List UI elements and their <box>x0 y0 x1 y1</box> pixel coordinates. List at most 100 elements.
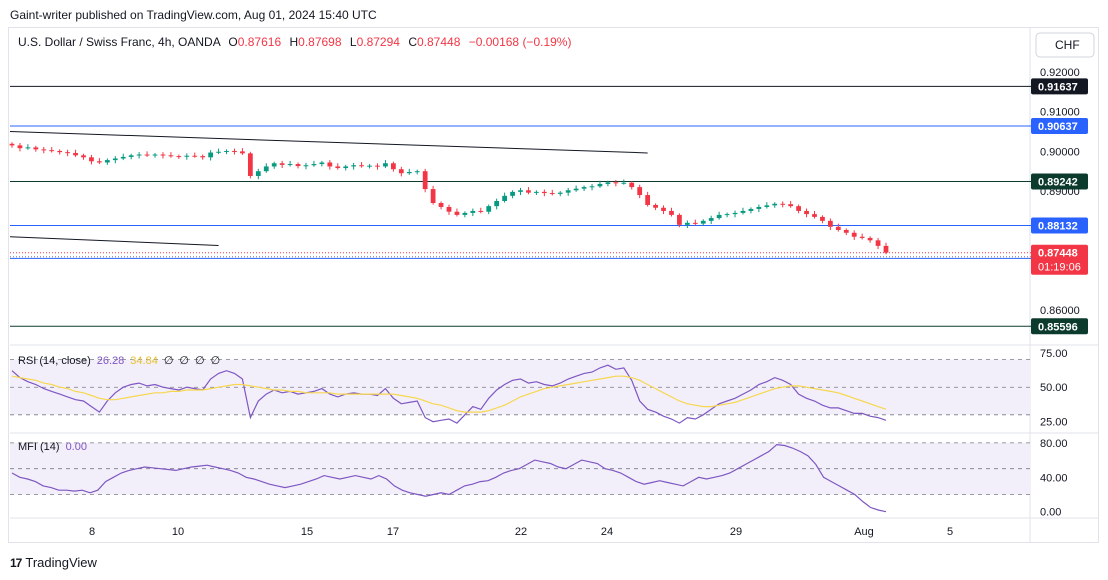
candle-body <box>184 155 190 157</box>
price-level-box <box>1031 217 1088 234</box>
rsi-value-label: ∅ <box>164 355 174 367</box>
candle-body <box>17 145 23 149</box>
candle-body <box>65 152 71 154</box>
low-label: L <box>350 35 357 49</box>
candle-body <box>732 212 738 215</box>
time-tick-label: 29 <box>730 526 742 538</box>
candle-body <box>502 195 508 201</box>
candle-body <box>9 143 15 146</box>
current-price-box <box>1031 244 1088 275</box>
candle-body <box>446 206 452 212</box>
candle-body <box>263 166 269 172</box>
close-label: C <box>408 35 417 49</box>
candle-body <box>327 162 333 167</box>
candle-body <box>383 163 388 167</box>
price-tick-label: 0.90000 <box>1040 146 1080 158</box>
candle-body <box>875 240 881 246</box>
price-tick-label: 0.91000 <box>1040 107 1080 119</box>
candle-body <box>589 186 595 188</box>
candle-body <box>152 154 158 156</box>
countdown-label: 01:19:06 <box>1038 262 1081 274</box>
open-value: 0.87616 <box>238 35 282 49</box>
time-tick-label: 10 <box>172 526 184 538</box>
candle-body <box>470 210 476 213</box>
rsi-value-label: 26.28 <box>97 355 125 367</box>
currency-button[interactable]: CHF <box>1035 32 1095 58</box>
candle-body <box>724 214 730 216</box>
candle-body <box>859 236 865 238</box>
candle-body <box>216 151 221 153</box>
candle-body <box>573 188 579 191</box>
candle-body <box>287 164 293 166</box>
candle-body <box>692 222 698 224</box>
current-price-label: 0.87448 <box>1038 248 1078 260</box>
tradingview-brand[interactable]: 17 TradingView <box>10 555 97 570</box>
price-level-label: 0.90637 <box>1038 121 1078 133</box>
candle-body <box>240 151 245 154</box>
time-tick-label: 15 <box>301 526 313 538</box>
candle-body <box>120 156 126 159</box>
candle-body <box>33 147 39 150</box>
candle-body <box>549 193 555 195</box>
candle-body <box>335 166 341 169</box>
candle-body <box>716 214 722 219</box>
candle-body <box>645 195 651 205</box>
candle-body <box>843 229 849 233</box>
mfi-value-label: 0.00 <box>66 441 87 453</box>
symbol-title: U.S. Dollar / Swiss Franc, 4h, OANDA <box>18 35 221 49</box>
candle-body <box>827 220 833 227</box>
time-tick-label: 22 <box>515 526 527 538</box>
legend: U.S. Dollar / Swiss Franc, 4h, OANDA O0.… <box>18 35 571 49</box>
candle-body <box>820 216 825 221</box>
mfi-legend: MFI (14) 0.00 <box>18 441 87 453</box>
candle-body <box>597 183 603 187</box>
candle-body <box>565 190 571 193</box>
candle-body <box>414 171 420 173</box>
mfi-tick-label: 40.00 <box>1040 472 1068 484</box>
candle-body <box>232 150 237 152</box>
candle-body <box>25 147 31 149</box>
mfi-title: MFI (14) <box>18 441 60 453</box>
candle-body <box>700 220 706 224</box>
candle-body <box>375 165 380 167</box>
candle-body <box>613 182 619 184</box>
candle-body <box>851 232 857 237</box>
candle-body <box>621 182 627 184</box>
candle-body <box>637 187 643 196</box>
candle-body <box>136 154 142 156</box>
candle-body <box>73 152 78 156</box>
candle-body <box>255 171 261 176</box>
candle-body <box>804 210 809 215</box>
time-tick-label: 24 <box>601 526 613 538</box>
high-label: H <box>289 35 298 49</box>
candle-body <box>478 210 484 212</box>
price-level-label: 0.88132 <box>1038 221 1078 233</box>
price-levels <box>10 85 1032 327</box>
rsi-value-label: ∅ <box>195 355 205 367</box>
candle-body <box>740 210 746 213</box>
candle-body <box>867 237 873 241</box>
grid <box>10 28 1098 542</box>
candle-body <box>279 163 285 165</box>
candle-body <box>883 245 889 253</box>
mfi-tick-label: 80.00 <box>1040 438 1068 450</box>
rsi-pane: 75.00 50.00 25.00 RSI (14, close) 26.28 34.84… <box>10 348 1068 429</box>
candle-body <box>629 182 635 188</box>
svg-text:U.S. Dollar / Swiss Franc, 4h,: U.S. Dollar / Swiss Franc, 4h, OANDA O0.… <box>18 35 571 49</box>
tradingview-brand-label: TradingView <box>25 555 97 570</box>
candle-body <box>160 154 166 156</box>
candle-body <box>438 202 444 207</box>
candle-body <box>208 152 214 158</box>
price-axis: 0.920000.910000.900000.890000.860000.916… <box>1031 67 1088 335</box>
candle-body <box>390 163 396 170</box>
candle-body <box>57 150 63 153</box>
candle-body <box>684 222 690 225</box>
candle-body <box>303 165 309 167</box>
trendlines <box>9 131 648 246</box>
candle-body <box>788 204 794 207</box>
rsi-series-line <box>11 364 887 424</box>
candle-body <box>486 206 492 212</box>
candle-body <box>835 226 841 230</box>
candle-body <box>367 165 372 167</box>
